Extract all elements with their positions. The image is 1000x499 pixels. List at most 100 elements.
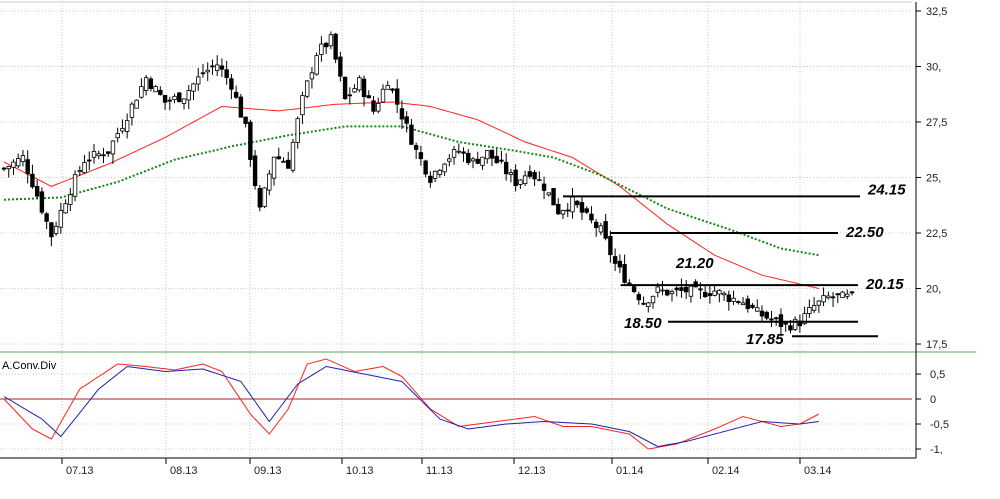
candle-body <box>167 99 173 102</box>
candle-body <box>802 313 807 325</box>
candle-body <box>143 77 149 92</box>
macd-line-red <box>3 358 820 450</box>
candle-body <box>835 293 840 296</box>
candle-body <box>314 55 319 75</box>
candle-body <box>503 161 509 175</box>
candle-body <box>91 151 97 158</box>
candle-body <box>655 286 660 293</box>
candle-body <box>570 196 575 213</box>
candle-body <box>513 169 518 187</box>
candle-body <box>243 116 248 124</box>
candle-body <box>290 141 296 171</box>
candle-body <box>560 210 566 215</box>
month-label: 02.14 <box>712 465 740 477</box>
candle-body <box>731 297 736 302</box>
moving-average-green-dotted <box>3 125 819 257</box>
candle-body <box>20 155 26 162</box>
month-label: 10.13 <box>346 465 374 477</box>
candle-body <box>49 222 54 238</box>
candle-body <box>494 155 499 164</box>
candle-body <box>96 153 101 157</box>
candle-body <box>357 77 362 91</box>
candle-body <box>58 209 64 228</box>
candle-body <box>480 156 485 166</box>
candle-body <box>205 69 210 73</box>
candle-body <box>683 286 689 293</box>
candle-body <box>413 145 419 150</box>
candle-body <box>106 151 111 154</box>
candle-body <box>30 173 35 188</box>
candle-body <box>665 289 670 296</box>
level-label-21-20: 21.20 <box>675 255 714 272</box>
level-label-20-15: 20.15 <box>865 276 904 293</box>
candle-body <box>807 307 812 314</box>
candle-body <box>271 156 277 179</box>
candle-body <box>395 88 400 105</box>
candle-body <box>252 155 258 186</box>
candle-body <box>257 188 263 208</box>
candle-body <box>1 167 7 170</box>
indicator-tick-label: 0 <box>930 394 936 406</box>
candle-body <box>551 187 556 206</box>
candle-body <box>532 171 537 180</box>
candle-body <box>72 174 78 197</box>
candle-body <box>508 172 514 175</box>
candle-body <box>148 78 154 89</box>
price-tick-label: 25, <box>926 173 941 185</box>
candle-body <box>546 192 552 196</box>
price-tick-label: 27,5 <box>926 117 947 129</box>
candle-body <box>485 150 490 160</box>
month-label: 12.13 <box>518 465 546 477</box>
candle-body <box>622 264 627 283</box>
candle-body <box>200 72 206 75</box>
candle-body <box>110 140 116 155</box>
candle-body <box>44 213 49 222</box>
candle-body <box>6 166 11 170</box>
candle-body <box>309 72 315 80</box>
candle-body <box>210 65 215 68</box>
candle-body <box>603 221 608 239</box>
candle-body <box>527 171 533 177</box>
indicator-tick-label: 0,5 <box>930 369 945 381</box>
candle-body <box>214 64 220 71</box>
candle-body <box>338 56 343 77</box>
candle-body <box>764 311 769 319</box>
candle-body <box>267 173 272 191</box>
candle-body <box>172 95 177 101</box>
candle-body <box>589 213 594 221</box>
candle-body <box>181 98 187 104</box>
candle-body <box>499 159 504 162</box>
candle-body <box>740 302 746 306</box>
candle-body <box>442 163 447 173</box>
grid <box>0 1 976 458</box>
candle-body <box>759 310 765 317</box>
candle-body <box>792 318 798 330</box>
price-tick-label: 20, <box>926 284 941 296</box>
candle-body <box>707 293 713 297</box>
candle-body <box>451 149 457 158</box>
candle-body <box>380 88 386 103</box>
candle-body <box>788 325 793 331</box>
level-label-18-50: 18.50 <box>624 315 662 332</box>
price-tick-label: 30, <box>926 62 941 74</box>
candle-body <box>774 317 779 320</box>
candle-body <box>399 108 405 120</box>
candle-body <box>783 322 788 325</box>
candle-body <box>68 194 73 205</box>
candle-body <box>447 158 452 162</box>
candle-body <box>124 120 130 132</box>
candle-body <box>826 295 831 299</box>
candle-body <box>376 102 381 112</box>
price-tick-label: 17,5 <box>926 339 947 351</box>
candle-body <box>489 149 495 159</box>
candle-body <box>736 301 741 304</box>
candle-body <box>636 294 642 301</box>
candle-body <box>518 179 523 185</box>
candle-body <box>679 287 684 292</box>
candle-body <box>82 161 87 174</box>
candle-body <box>778 314 784 327</box>
candles <box>1 31 855 337</box>
candle-body <box>750 304 755 308</box>
candle-body <box>262 187 267 207</box>
